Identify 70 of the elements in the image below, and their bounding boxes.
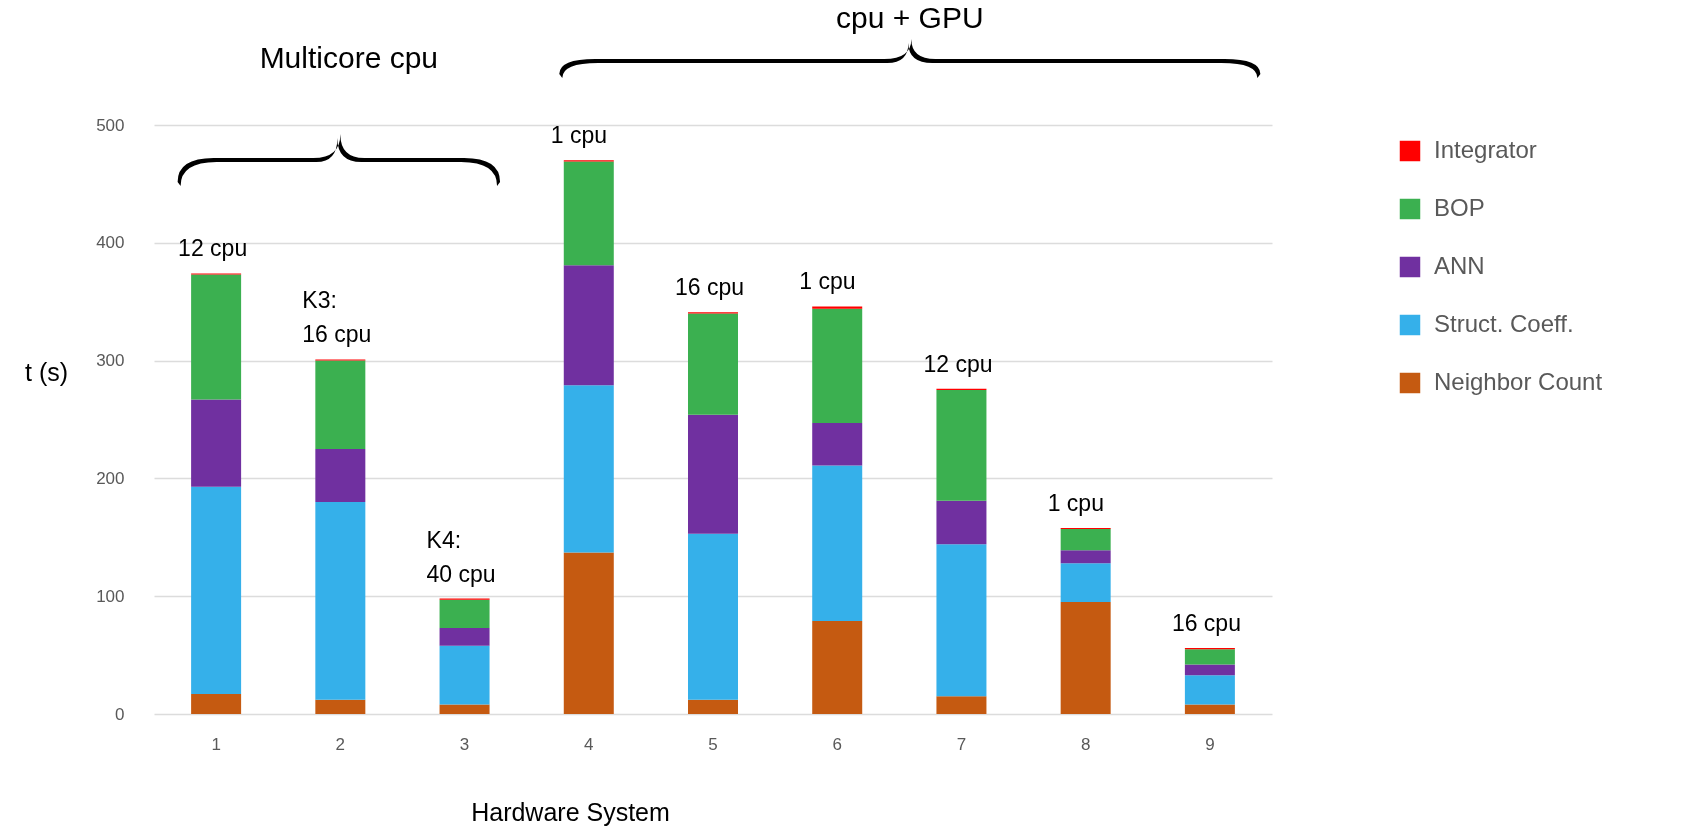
x-tick-label: 5 <box>708 734 718 754</box>
x-axis-title: Hardware System <box>471 797 670 826</box>
bar <box>936 390 987 501</box>
bar <box>936 500 987 545</box>
bar <box>439 704 490 714</box>
bar <box>191 693 242 714</box>
y-tick-label: 200 <box>96 468 125 488</box>
y-tick-label: 0 <box>115 704 125 724</box>
annotation: 1 cpu <box>799 268 856 295</box>
bar <box>688 313 738 415</box>
bar <box>439 645 490 705</box>
x-tick-label: 9 <box>1205 734 1215 754</box>
x-tick-label: 8 <box>1080 734 1091 754</box>
x-tick-label: 3 <box>459 734 470 754</box>
bar <box>812 465 863 621</box>
annotation: 16 cpu <box>675 274 745 301</box>
bar <box>1060 563 1111 603</box>
bar <box>563 552 614 714</box>
text: cpu + GPU <box>836 0 984 34</box>
bar <box>1184 704 1235 714</box>
annotation: 1 cpu <box>1047 489 1104 516</box>
bar <box>812 308 863 424</box>
y-tick-label: 400 <box>96 233 125 253</box>
bar <box>191 274 242 400</box>
x-tick-label: 6 <box>832 734 842 754</box>
bar <box>315 501 366 700</box>
annotation: K4: 40 cpu <box>426 526 496 587</box>
text: Multicore cpu <box>259 40 439 74</box>
y-tick-label: 300 <box>96 351 125 371</box>
x-tick-label: 7 <box>956 734 967 754</box>
bar <box>1184 664 1235 676</box>
bar <box>191 486 242 694</box>
annotation: 1 cpu <box>550 122 608 149</box>
bar <box>563 161 614 266</box>
bar <box>812 423 863 466</box>
bar <box>1060 602 1111 714</box>
bar <box>688 533 738 700</box>
x-tick-label: 2 <box>335 734 346 754</box>
annotation: 12 cpu <box>923 350 993 377</box>
bar <box>688 414 738 534</box>
legend-label: Neighbor Count <box>1434 368 1603 395</box>
bar <box>1184 675 1235 705</box>
y-tick-label: 500 <box>96 115 125 135</box>
bar <box>812 306 863 309</box>
bar <box>688 699 738 714</box>
bar <box>315 448 366 502</box>
bar <box>936 544 987 697</box>
bar <box>936 696 987 714</box>
bar <box>563 385 614 553</box>
y-axis-title: t (s) <box>24 357 69 386</box>
annotation: K3: 16 cpu <box>302 287 372 348</box>
legend-label: BOP <box>1434 194 1485 221</box>
x-tick-label: 4 <box>584 734 594 754</box>
bar <box>315 360 366 449</box>
bar <box>1060 550 1111 564</box>
bar <box>191 399 242 487</box>
x-tick-label: 1 <box>211 734 221 754</box>
bar <box>1184 649 1235 665</box>
annotation: 12 cpu <box>178 235 248 262</box>
bar <box>315 699 366 714</box>
legend-label: ANN <box>1434 252 1485 279</box>
bar <box>439 599 490 629</box>
bar <box>439 628 490 646</box>
bar <box>812 620 863 714</box>
bar <box>563 265 614 386</box>
annotation: 16 cpu <box>1171 610 1241 637</box>
y-tick-label: 100 <box>96 586 125 606</box>
legend-label: Integrator <box>1434 136 1537 163</box>
bar <box>1060 529 1111 551</box>
legend-label: Struct. Coeff. <box>1434 310 1574 337</box>
